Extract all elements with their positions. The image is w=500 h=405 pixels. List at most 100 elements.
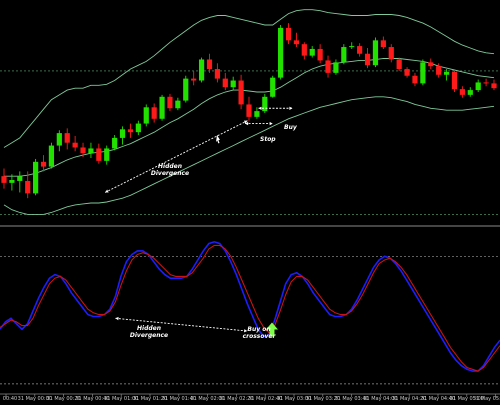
candle-bearish	[246, 104, 252, 117]
time-tick-label: 31 May 00:40	[75, 396, 110, 402]
candle-bullish	[467, 90, 473, 95]
candle-bearish	[285, 27, 292, 41]
candle-bearish	[80, 147, 86, 154]
candle-bearish	[364, 53, 371, 66]
candle-bearish	[459, 89, 465, 95]
candle-bearish	[64, 133, 70, 143]
candle-bullish	[475, 82, 481, 91]
candle-bearish	[317, 48, 323, 61]
candle-bullish	[17, 176, 23, 181]
time-tick-label: 31 May 02:40	[248, 396, 283, 402]
time-tick-label: 00:40	[2, 396, 18, 402]
annotation-layer	[104, 106, 293, 337]
time-tick-label: 31 May 01:20	[132, 396, 168, 402]
oscillator-panel	[0, 240, 500, 385]
candle-bearish	[380, 40, 386, 48]
hidden-divergence-price-label: Hidden Divergence	[148, 163, 192, 177]
hidden-divergence-price-line1: Hidden	[157, 163, 182, 170]
oscillator-series-0	[0, 240, 500, 372]
hidden-divergence-osc-line2: Divergence	[129, 332, 169, 339]
oscillator-series-1	[0, 244, 500, 372]
time-tick-label: 31 May 02:20	[219, 396, 254, 402]
candle-bearish	[357, 46, 363, 54]
time-tick-label: 31 May 05:20	[472, 396, 500, 402]
candle-bullish	[198, 59, 205, 81]
candle-bearish	[428, 62, 434, 67]
candle-bearish	[214, 69, 220, 79]
candle-bearish	[127, 129, 134, 133]
candle-bullish	[104, 148, 110, 161]
time-tick-label: 31 May 04:20	[392, 396, 427, 402]
candle-bearish	[301, 44, 307, 56]
hidden-divergence-osc-label: Hidden Divergence	[127, 325, 171, 339]
candle-bullish	[159, 96, 165, 119]
candle-bullish	[262, 96, 268, 112]
candle-bullish	[230, 80, 236, 88]
candle-bearish	[388, 47, 394, 60]
candle-bullish	[349, 46, 355, 48]
candle-bullish	[175, 100, 181, 109]
candle-bearish	[238, 80, 244, 105]
candle-bullish	[254, 111, 260, 117]
buy-crossover-arrow-icon	[265, 322, 278, 337]
time-tick-label: 31 May 03:40	[334, 396, 369, 402]
candle-bearish	[451, 71, 458, 90]
time-tick-label: 31 May 03:20	[305, 396, 340, 402]
price-panel	[0, 9, 500, 215]
time-tick-label: 31 May 04:00	[363, 396, 398, 402]
buy-on-crossover-line2: crossover	[242, 333, 276, 340]
candle-bullish	[333, 62, 339, 73]
time-tick-label: 31 May 01:40	[161, 396, 196, 402]
candle-bearish	[206, 59, 213, 70]
candle-bullish	[56, 133, 62, 146]
candle-bullish	[143, 107, 149, 124]
candle-bearish	[293, 40, 300, 45]
time-tick-label: 31 May 00:00	[17, 396, 52, 402]
candle-bullish	[48, 145, 55, 167]
candle-bearish	[222, 78, 228, 88]
bollinger-band-middle	[4, 58, 495, 177]
candle-bullish	[9, 180, 15, 183]
pointer-icon	[216, 135, 220, 144]
time-tick-label: 31 May 03:00	[276, 396, 312, 402]
candle-bearish	[25, 180, 31, 194]
buy-label: Buy	[284, 124, 297, 131]
candle-bullish	[341, 47, 347, 63]
candle-bullish	[443, 71, 450, 75]
bollinger-band-upper	[3, 9, 495, 148]
candle-bullish	[33, 161, 39, 194]
stop-label: Stop	[260, 136, 276, 143]
candle-bearish	[191, 78, 197, 81]
price-annotation-arrow-0	[258, 106, 293, 110]
hidden-divergence-price-line2: Divergence	[150, 170, 190, 177]
candle-bearish	[412, 75, 418, 84]
buy-on-crossover-line1: Buy on	[247, 326, 271, 333]
time-tick-label: 31 May 01:00	[104, 396, 139, 402]
time-tick-label: 31 May 04:40	[420, 396, 456, 402]
candle-bearish	[96, 148, 102, 161]
candle-bullish	[420, 62, 426, 84]
bollinger-band-lower	[3, 96, 495, 215]
candle-bullish	[112, 137, 118, 149]
candle-bearish	[483, 82, 489, 84]
candle-bearish	[167, 96, 173, 109]
price-annotation-arrow-2	[104, 120, 248, 193]
candle-bearish	[404, 69, 410, 76]
candle-bearish	[151, 107, 157, 119]
candle-bullish	[309, 48, 315, 56]
candle-bearish	[436, 66, 442, 75]
hidden-divergence-osc-line1: Hidden	[136, 325, 161, 332]
candle-bullish	[278, 27, 284, 78]
candle-bearish	[1, 176, 7, 183]
candle-bullish	[372, 40, 379, 66]
candle-bearish	[396, 59, 402, 70]
time-tick-label: 31 May 02:00	[190, 396, 225, 402]
candle-bullish	[270, 77, 276, 97]
candle-bearish	[325, 60, 331, 73]
candle-bullish	[88, 148, 94, 154]
time-tick-label: 31 May 05:00	[449, 396, 484, 402]
candle-bullish	[119, 129, 126, 138]
candle-bearish	[491, 83, 497, 89]
